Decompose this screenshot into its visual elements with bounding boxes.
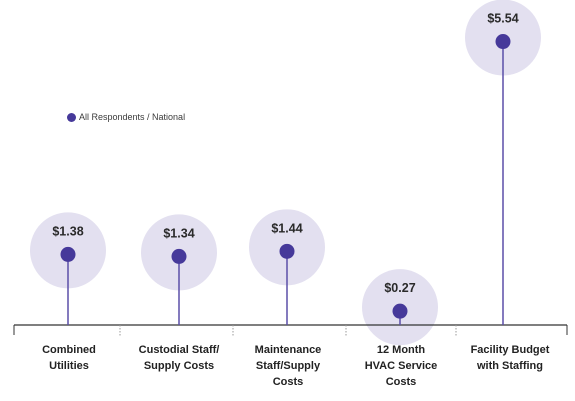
legend-marker-icon [67, 112, 76, 122]
category-label-hvac: 12 Month HVAC Service Costs [364, 344, 438, 388]
category-label-facility-budget: Facility Budget with Staffing [470, 344, 550, 372]
data-point [495, 34, 511, 50]
data-point [171, 248, 187, 264]
data-point [392, 303, 408, 319]
data-label: $1.34 [163, 226, 194, 240]
data-point [279, 243, 295, 259]
legend-label: All Respondents / National [79, 112, 186, 122]
data-label: $0.27 [384, 281, 415, 295]
category-label-maintenance: Maintenance Staff/Supply Costs [254, 344, 322, 388]
category-label-combined-utilities: Combined Utilities [42, 344, 96, 372]
data-point [60, 246, 76, 262]
chart-legend: All Respondents / National [67, 112, 185, 122]
category-label-custodial: Custodial Staff/ Supply Costs [138, 344, 220, 372]
data-label: $1.44 [271, 221, 302, 235]
data-label: $1.38 [52, 224, 83, 238]
data-label: $5.54 [487, 12, 518, 26]
